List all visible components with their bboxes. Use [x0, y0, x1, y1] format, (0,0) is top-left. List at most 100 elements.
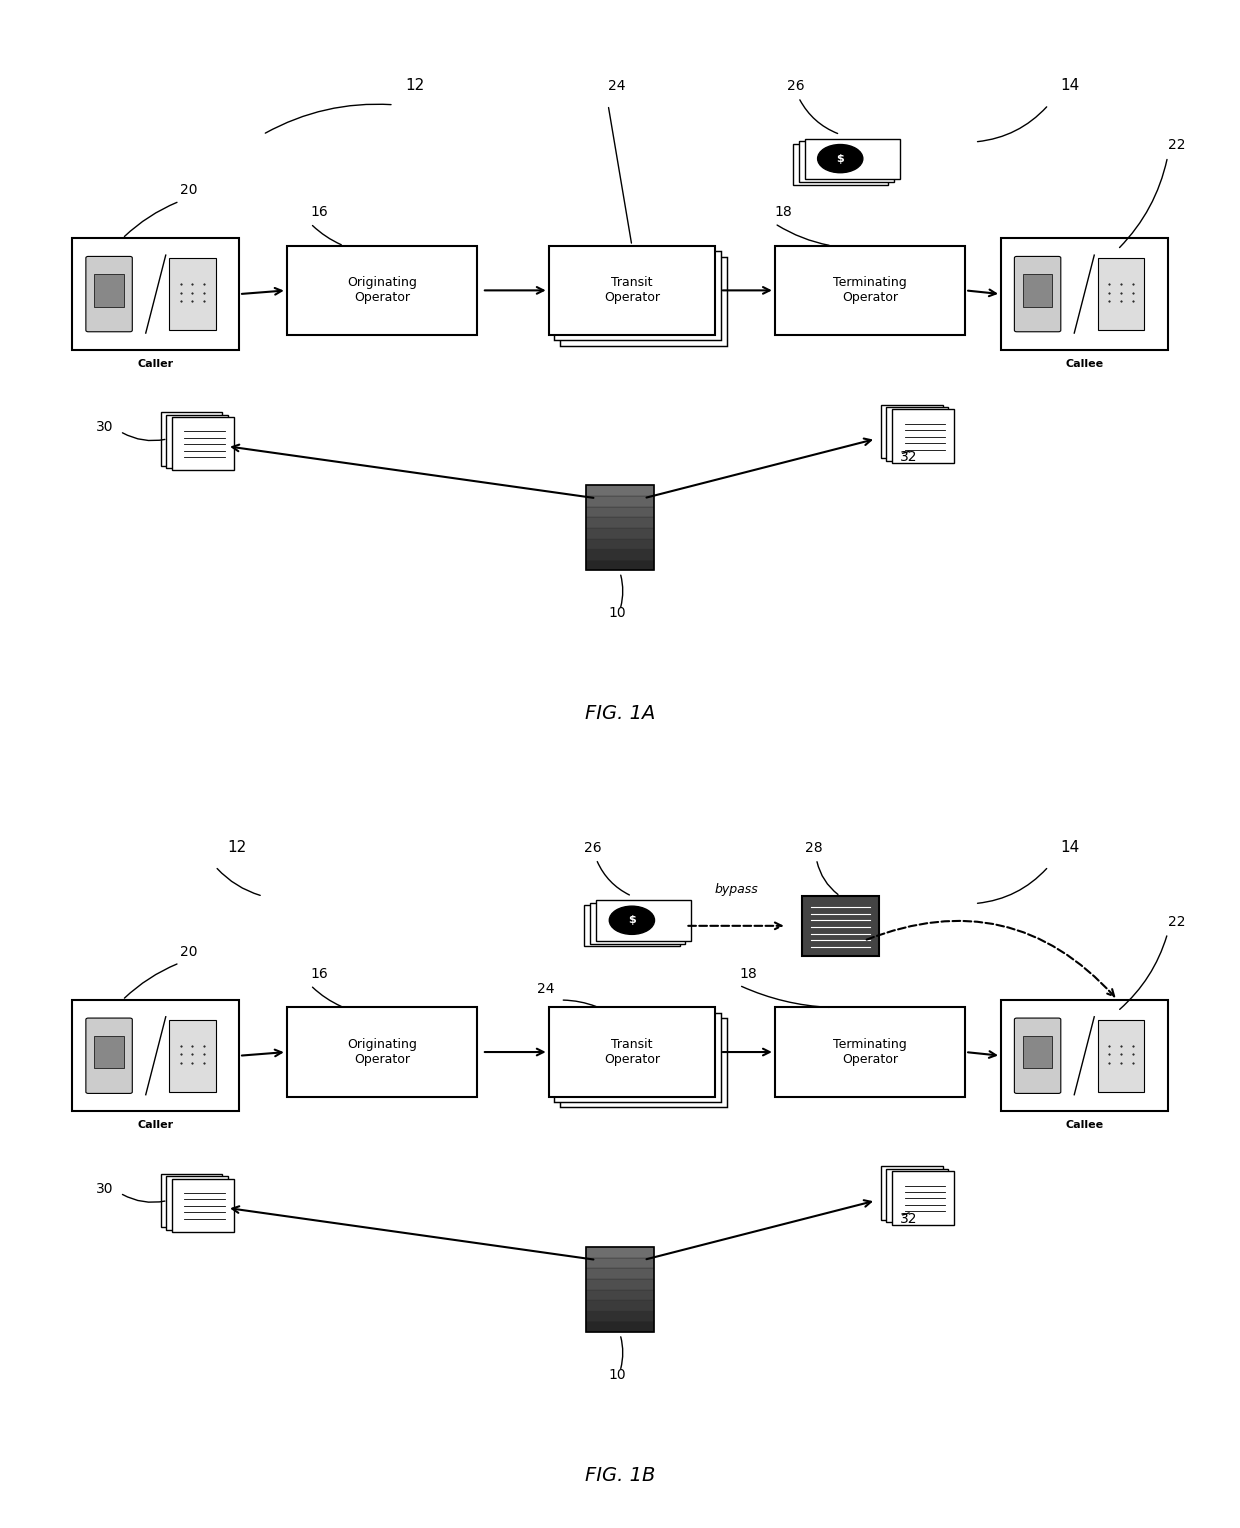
FancyBboxPatch shape: [554, 1013, 722, 1102]
Text: Callee: Callee: [1065, 1120, 1104, 1131]
FancyBboxPatch shape: [887, 1169, 949, 1222]
FancyBboxPatch shape: [587, 559, 653, 570]
FancyBboxPatch shape: [286, 1007, 477, 1097]
Ellipse shape: [393, 0, 1240, 654]
Text: $: $: [627, 915, 636, 926]
FancyBboxPatch shape: [94, 1036, 124, 1068]
FancyBboxPatch shape: [166, 1177, 228, 1230]
FancyBboxPatch shape: [587, 1247, 653, 1258]
FancyBboxPatch shape: [1097, 258, 1145, 330]
FancyBboxPatch shape: [172, 417, 234, 471]
FancyBboxPatch shape: [86, 257, 133, 332]
FancyBboxPatch shape: [160, 1174, 222, 1227]
FancyBboxPatch shape: [587, 1322, 653, 1332]
FancyBboxPatch shape: [172, 1178, 234, 1232]
FancyBboxPatch shape: [887, 406, 949, 460]
Text: 22: 22: [1168, 139, 1185, 153]
Ellipse shape: [108, 186, 465, 350]
Ellipse shape: [0, 0, 806, 639]
Ellipse shape: [342, 0, 1240, 584]
Text: 28: 28: [805, 840, 822, 854]
Ellipse shape: [459, 614, 1240, 1401]
Ellipse shape: [149, 124, 330, 278]
Text: 12: 12: [227, 839, 247, 854]
FancyBboxPatch shape: [169, 1019, 216, 1093]
Ellipse shape: [222, 573, 1240, 1354]
Ellipse shape: [56, 171, 255, 319]
Text: 24: 24: [537, 981, 554, 996]
Ellipse shape: [222, 0, 1240, 591]
Ellipse shape: [410, 981, 544, 1094]
Text: 32: 32: [900, 451, 918, 465]
Text: 26: 26: [584, 840, 601, 854]
Ellipse shape: [0, 0, 1161, 686]
Text: 16: 16: [310, 205, 329, 219]
FancyBboxPatch shape: [587, 518, 653, 529]
FancyBboxPatch shape: [587, 1268, 653, 1279]
FancyBboxPatch shape: [160, 413, 222, 466]
Ellipse shape: [594, 981, 761, 1094]
FancyBboxPatch shape: [286, 246, 477, 335]
Ellipse shape: [30, 981, 162, 1094]
Ellipse shape: [244, 879, 425, 1033]
FancyBboxPatch shape: [587, 486, 653, 497]
FancyBboxPatch shape: [548, 246, 715, 335]
Text: 16: 16: [310, 967, 329, 981]
Text: 20: 20: [180, 183, 197, 197]
Text: 12: 12: [405, 78, 425, 93]
FancyBboxPatch shape: [775, 246, 965, 335]
Ellipse shape: [459, 0, 1240, 639]
FancyBboxPatch shape: [560, 257, 727, 345]
FancyBboxPatch shape: [94, 274, 124, 307]
Ellipse shape: [693, 947, 1142, 1111]
Ellipse shape: [0, 0, 780, 686]
Ellipse shape: [0, 0, 1068, 639]
Circle shape: [609, 906, 655, 934]
Ellipse shape: [863, 116, 1091, 270]
FancyBboxPatch shape: [880, 405, 942, 458]
Text: 10: 10: [608, 1368, 626, 1381]
Ellipse shape: [56, 934, 255, 1082]
Ellipse shape: [0, 643, 858, 1416]
FancyBboxPatch shape: [587, 549, 653, 559]
Ellipse shape: [129, 0, 1240, 639]
Ellipse shape: [0, 0, 858, 654]
Ellipse shape: [0, 565, 993, 1346]
FancyBboxPatch shape: [587, 1279, 653, 1290]
FancyBboxPatch shape: [587, 507, 653, 518]
Ellipse shape: [744, 124, 972, 278]
Ellipse shape: [11, 626, 1240, 1449]
Text: 30: 30: [97, 1183, 114, 1196]
Text: 26: 26: [786, 79, 805, 93]
Ellipse shape: [244, 116, 425, 270]
Text: Transit
Operator: Transit Operator: [604, 1038, 660, 1067]
Ellipse shape: [0, 0, 993, 584]
Text: 32: 32: [900, 1212, 918, 1225]
Ellipse shape: [863, 879, 1091, 1033]
FancyBboxPatch shape: [72, 238, 239, 350]
Text: $: $: [836, 154, 844, 163]
Ellipse shape: [0, 614, 806, 1401]
Ellipse shape: [491, 626, 1240, 1449]
Text: 14: 14: [1060, 78, 1080, 93]
Text: 22: 22: [1168, 915, 1185, 929]
Ellipse shape: [410, 219, 544, 332]
Text: 10: 10: [608, 607, 626, 620]
Text: 20: 20: [180, 944, 197, 958]
Text: Originating
Operator: Originating Operator: [347, 1038, 417, 1067]
FancyBboxPatch shape: [1001, 999, 1168, 1111]
Text: 18: 18: [739, 967, 756, 981]
Ellipse shape: [693, 186, 1142, 350]
Ellipse shape: [393, 643, 1240, 1416]
Ellipse shape: [956, 934, 1209, 1082]
Ellipse shape: [11, 0, 1240, 686]
Text: Terminating
Operator: Terminating Operator: [833, 1038, 906, 1067]
FancyBboxPatch shape: [560, 1018, 727, 1108]
FancyBboxPatch shape: [587, 497, 653, 507]
Text: 18: 18: [775, 205, 792, 219]
Ellipse shape: [108, 947, 465, 1111]
Ellipse shape: [317, 934, 517, 1082]
FancyBboxPatch shape: [584, 906, 680, 946]
FancyBboxPatch shape: [72, 999, 239, 1111]
Ellipse shape: [626, 171, 879, 319]
